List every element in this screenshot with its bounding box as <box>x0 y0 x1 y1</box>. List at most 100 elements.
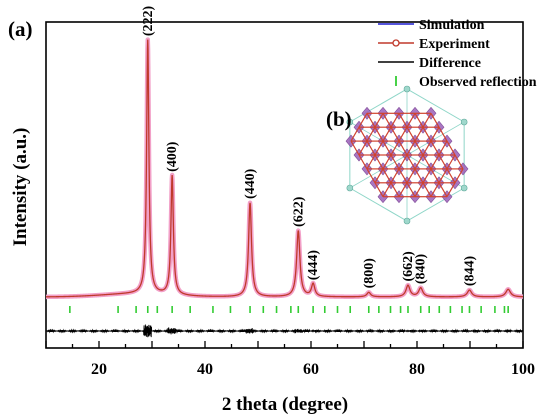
inset-bond <box>390 154 400 170</box>
x-tick-label: 20 <box>91 361 107 378</box>
peak-label: (662) <box>401 251 416 282</box>
observed-reflections-layer <box>69 306 509 313</box>
inset-bond <box>446 140 456 156</box>
inset-atom <box>346 184 354 192</box>
inset-bond <box>390 126 400 142</box>
legend-label: Experiment <box>419 37 490 52</box>
inset-bond <box>382 113 392 128</box>
inset-bond <box>406 113 416 128</box>
inset-bond <box>406 168 416 184</box>
inset-bond <box>398 126 408 142</box>
inset-bond <box>350 140 360 156</box>
inset-bond <box>382 182 392 197</box>
y-axis-label: Intensity (a.u.) <box>10 128 31 247</box>
x-ticks-layer: 20 40 60 80 100 <box>45 341 535 378</box>
legend-label: Observed reflection <box>419 75 537 90</box>
inset-cell-edge <box>406 121 465 156</box>
legend-label: Difference <box>419 56 481 71</box>
inset-bond <box>422 113 432 128</box>
inset-bond <box>398 113 408 128</box>
inset-bond <box>406 182 416 197</box>
peak-labels-layer: (222) (400) (440) (622) (444) (800) (662)(840)… <box>141 5 478 288</box>
inset-bond <box>350 126 360 142</box>
inset-cell-edge <box>349 154 408 189</box>
inset-bond <box>446 168 456 184</box>
inset-bond <box>414 154 424 170</box>
inset-bond <box>390 182 400 197</box>
inset-bond <box>438 126 448 142</box>
inset-bond <box>398 182 408 197</box>
inset-bond <box>374 140 384 156</box>
peak-label: (440) <box>243 168 258 199</box>
inset-bond <box>430 126 440 142</box>
inset-bond <box>374 168 384 184</box>
crystal-structure-inset <box>345 85 469 225</box>
inset-bond <box>438 182 448 197</box>
inset-bond <box>422 126 432 142</box>
inset-bond <box>358 154 368 170</box>
inset-bond <box>446 154 456 170</box>
x-tick-label: 80 <box>409 361 425 378</box>
inset-bond <box>366 126 376 142</box>
peak-label: (622) <box>291 196 306 227</box>
legend-label: Simulation <box>419 18 485 33</box>
peak-label: (444) <box>306 250 321 281</box>
panel-label-a: (a) <box>8 17 33 41</box>
peak-label: (840) <box>414 253 429 284</box>
panel-label-b: (b) <box>326 107 352 131</box>
inset-bond <box>414 126 424 142</box>
inset-bond <box>398 154 408 170</box>
inset-bond <box>438 154 448 170</box>
inset-bond <box>358 113 368 128</box>
inset-bond <box>374 113 384 128</box>
inset-bond <box>390 113 400 128</box>
inset-bond <box>454 168 464 184</box>
inset-atom <box>460 118 468 126</box>
x-axis-label: 2 theta (degree) <box>222 394 348 415</box>
inset-bond <box>382 140 392 156</box>
inset-bond <box>414 140 424 156</box>
x-tick-label: 60 <box>303 361 319 378</box>
inset-bond <box>454 154 464 170</box>
inset-bond <box>390 168 400 184</box>
inset-bond <box>414 113 424 128</box>
inset-bond <box>358 140 368 156</box>
peak-label: (844) <box>462 255 477 286</box>
inset-bond <box>422 140 432 156</box>
peak-label: (222) <box>141 5 156 36</box>
inset-bond <box>366 140 376 156</box>
inset-bond <box>374 182 384 197</box>
inset-bond <box>382 168 392 184</box>
peak-label: (800) <box>362 258 377 289</box>
inset-bond <box>374 154 384 170</box>
inset-bond <box>358 126 368 142</box>
legend: Simulation Experiment Difference Observed r… <box>378 18 537 90</box>
inset-bond <box>406 126 416 142</box>
legend-marker <box>392 39 400 47</box>
inset-bond <box>390 140 400 156</box>
inset-bond <box>382 126 392 142</box>
curves-layer <box>44 37 525 338</box>
inset-atom <box>346 118 354 126</box>
inset-bond <box>438 168 448 184</box>
inset-bond <box>430 168 440 184</box>
inset-bond <box>446 182 456 197</box>
inset-bond <box>414 168 424 184</box>
inset-bond <box>422 154 432 170</box>
x-tick-label: 40 <box>197 361 213 378</box>
inset-bond <box>406 140 416 156</box>
inset-bond <box>430 182 440 197</box>
inset-bond <box>406 154 416 170</box>
inset-bond <box>366 154 376 170</box>
inset-atom <box>460 184 468 192</box>
inset-bond <box>422 182 432 197</box>
inset-bond <box>422 168 432 184</box>
inset-bond <box>366 168 376 184</box>
inset-bond <box>414 182 424 197</box>
inset-bond <box>430 154 440 170</box>
inset-bond <box>430 140 440 156</box>
x-tick-label: 100 <box>511 361 535 378</box>
inset-bond <box>366 113 376 128</box>
inset-bond <box>430 113 440 128</box>
